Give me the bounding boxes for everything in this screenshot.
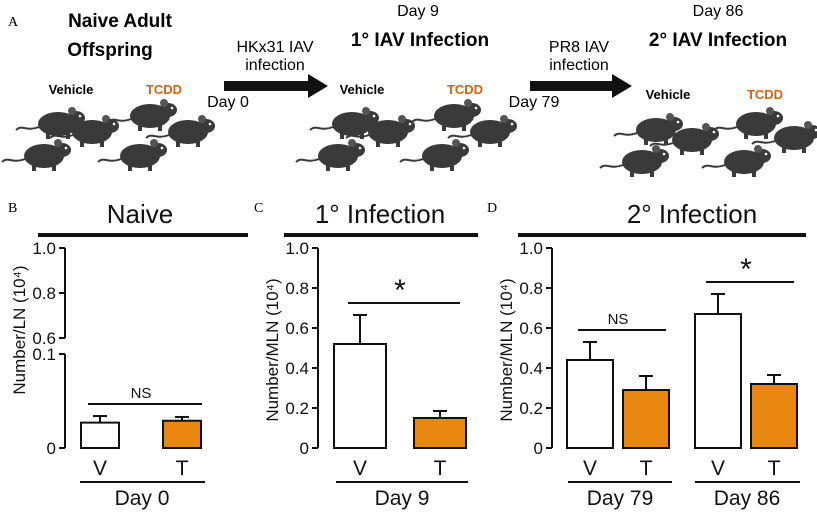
significance-star: *: [394, 274, 406, 307]
y-tick-label: 0: [300, 439, 309, 458]
category-label: T: [640, 457, 653, 480]
panel-c-title: 1° Infection: [315, 199, 445, 229]
naive-title-line1: Naive Adult: [68, 11, 172, 32]
significance-star: *: [740, 253, 752, 286]
y-tick-label: 1.0: [32, 239, 56, 258]
arrow2-day: Day 79: [509, 94, 560, 111]
panel-b-letter: B: [8, 201, 17, 216]
arrow1-day: Day 0: [207, 94, 249, 111]
group-label: Day 86: [714, 487, 781, 510]
naive-title-line2: Offspring: [67, 40, 153, 61]
y-tick-label: 0.6: [285, 319, 309, 338]
significance-ns: NS: [131, 385, 152, 402]
infection2-day: Day 86: [693, 3, 744, 20]
y-tick-label: 0.6: [519, 319, 543, 338]
group3-tcdd-label: TCDD: [747, 87, 783, 102]
bar-v: [333, 343, 387, 449]
category-label: V: [711, 457, 725, 480]
bar-v: [80, 421, 120, 449]
group2-vehicle-label: Vehicle: [340, 82, 385, 97]
panel-a: A Naive Adult Offspring Vehicle TCDD HKx…: [1, 3, 817, 178]
panel-b-ylabel: Number/LN (10⁴): [10, 265, 29, 394]
y-tick-label: 1.0: [519, 239, 543, 258]
category-label: T: [176, 457, 189, 480]
bar-v: [694, 313, 742, 449]
arrow2-line1: PR8 IAV: [549, 39, 610, 56]
group3-mice-icon: [599, 106, 817, 178]
group3-vehicle-label: Vehicle: [646, 87, 691, 102]
infection1-title: 1° IAV Infection: [351, 30, 489, 51]
y-tick-label: 0.8: [519, 279, 543, 298]
group2-tcdd-label: TCDD: [447, 82, 483, 97]
group-label: Day 9: [375, 487, 430, 510]
y-tick-label: 0.1: [32, 345, 56, 364]
category-label: V: [93, 457, 107, 480]
group2-mice-icon: [295, 98, 518, 172]
arrow1-line1: HKx31 IAV: [236, 39, 313, 56]
y-tick-label: 0.2: [285, 399, 309, 418]
category-label: T: [434, 457, 447, 480]
group-label: Day 79: [587, 487, 654, 510]
bar-t: [413, 417, 467, 449]
bar-t: [750, 383, 798, 449]
group1-tcdd-label: TCDD: [146, 82, 182, 97]
infection1-day: Day 9: [397, 3, 439, 20]
y-tick-label: 0: [47, 439, 56, 458]
y-tick-label: 0: [534, 439, 543, 458]
group-label: Day 0: [115, 487, 170, 510]
arrow2-icon: [530, 74, 632, 98]
category-label: V: [353, 457, 367, 480]
bar-t: [622, 389, 670, 449]
bar-t: [162, 419, 202, 449]
arrow1-icon: [224, 74, 328, 98]
panel-d-letter: D: [487, 201, 497, 216]
bar-v: [566, 359, 614, 449]
infection2-title: 2° IAV Infection: [649, 30, 787, 51]
y-tick-label: 0.2: [519, 399, 543, 418]
arrow2-line2: infection: [549, 57, 609, 74]
y-tick-label: 0.4: [285, 359, 309, 378]
panel-a-letter: A: [8, 15, 19, 30]
category-label: T: [768, 457, 781, 480]
panel-b-title: Naive: [107, 199, 173, 229]
y-tick-label: 0.8: [32, 284, 56, 303]
y-tick-label: 0.8: [285, 279, 309, 298]
panel-c-letter: C: [254, 201, 263, 216]
arrow1-line2: infection: [245, 57, 305, 74]
panel-c-ylabel: Number/MLN (10⁴): [263, 278, 282, 421]
y-tick-label: 0.6: [32, 329, 56, 348]
y-tick-label: 1.0: [285, 239, 309, 258]
panel-d-title: 2° Infection: [627, 199, 757, 229]
group1-vehicle-label: Vehicle: [49, 82, 94, 97]
panel-d-ylabel: Number/MLN (10⁴): [497, 278, 516, 421]
significance-ns: NS: [608, 311, 629, 328]
group1-mice-icon: [1, 98, 216, 172]
y-tick-label: 0.4: [519, 359, 543, 378]
category-label: V: [583, 457, 597, 480]
